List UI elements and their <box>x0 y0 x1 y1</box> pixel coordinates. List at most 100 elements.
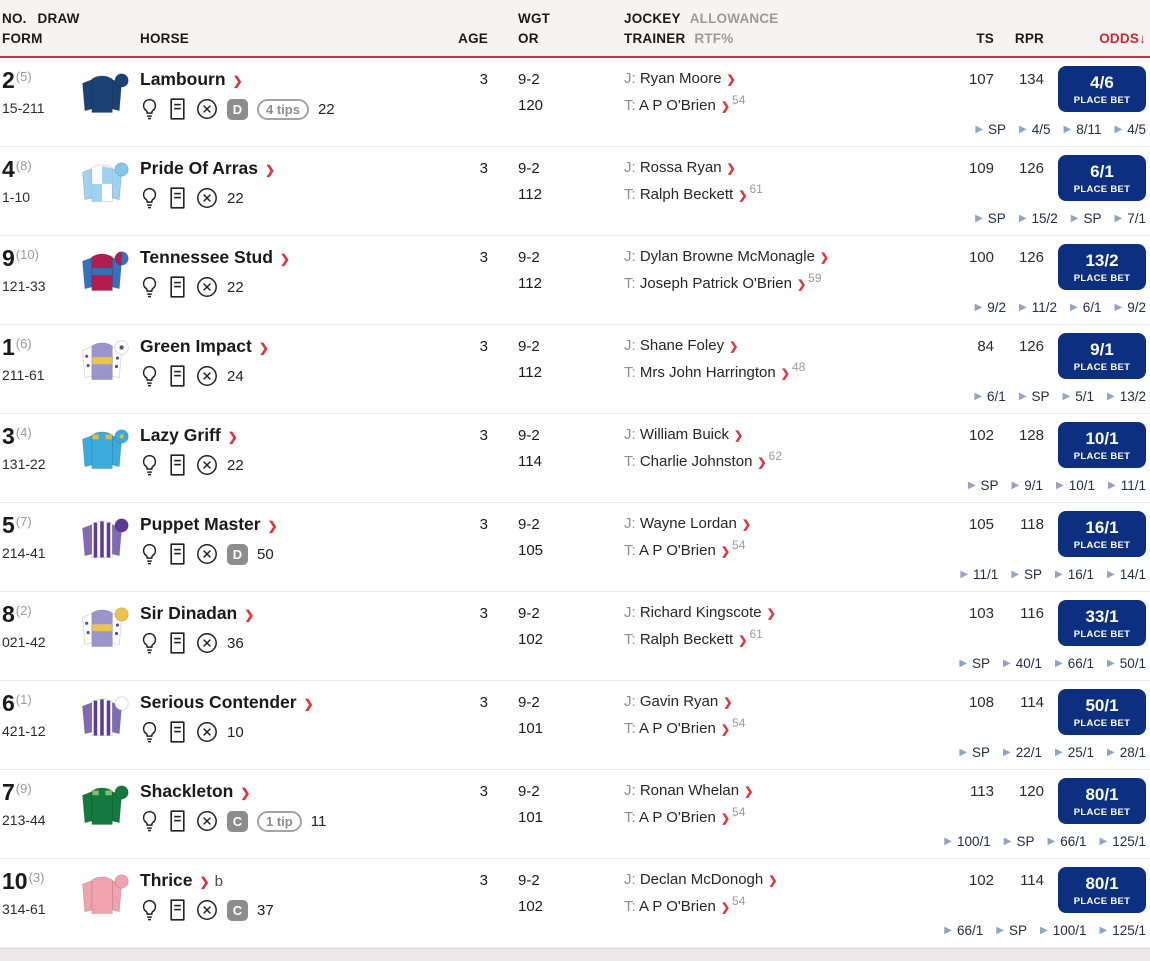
lightbulb-icon[interactable] <box>140 543 159 565</box>
jockey-silk[interactable] <box>76 158 130 211</box>
jockey-silk[interactable] <box>76 514 130 567</box>
weight-value: 9-2 <box>518 605 540 622</box>
notes-icon[interactable] <box>168 454 187 476</box>
trainer-link[interactable]: A P O'Brien <box>639 96 716 114</box>
cross-circle-icon[interactable] <box>196 365 218 387</box>
odds-history: ▶ 9/2 ▶ 11/2 ▶ 6/1 ▶ 9/2 <box>975 300 1146 315</box>
horse-link[interactable]: Thrice ❯ b <box>140 870 436 891</box>
horse-name[interactable]: Thrice <box>140 870 193 890</box>
trainer-link[interactable]: Ralph Beckett <box>639 630 734 648</box>
cross-circle-icon[interactable] <box>196 810 218 832</box>
trainer-link[interactable]: Ralph Beckett <box>639 185 734 203</box>
place-bet-button[interactable]: 9/1 PLACE BET <box>1058 333 1146 379</box>
trainer-link[interactable]: A P O'Brien <box>639 541 716 559</box>
place-bet-button[interactable]: 6/1 PLACE BET <box>1058 155 1146 201</box>
horse-link[interactable]: Puppet Master ❯ <box>140 514 436 535</box>
lightbulb-icon[interactable] <box>140 454 159 476</box>
tips-badge[interactable]: 4 tips <box>257 98 309 120</box>
header-odds-sort[interactable]: ODDS↓ <box>1099 31 1146 46</box>
place-bet-button[interactable]: 80/1 PLACE BET <box>1058 867 1146 913</box>
jockey-silk[interactable] <box>76 247 130 300</box>
horse-link[interactable]: Serious Contender ❯ <box>140 692 436 713</box>
lightbulb-icon[interactable] <box>140 98 159 120</box>
cross-circle-icon[interactable] <box>196 721 218 743</box>
trainer-link[interactable]: A P O'Brien <box>639 719 716 737</box>
notes-icon[interactable] <box>168 899 187 921</box>
jockey-silk[interactable] <box>76 425 130 478</box>
cross-circle-icon[interactable] <box>196 632 218 654</box>
lightbulb-icon[interactable] <box>140 632 159 654</box>
jockey-link[interactable]: Declan McDonogh <box>639 871 764 888</box>
cross-circle-icon[interactable] <box>196 543 218 565</box>
horse-name[interactable]: Sir Dinadan <box>140 603 238 623</box>
runner-number: 10 <box>2 868 28 894</box>
horse-name[interactable]: Serious Contender <box>140 692 297 712</box>
place-bet-button[interactable]: 4/6 PLACE BET <box>1058 66 1146 112</box>
jockey-link[interactable]: William Buick <box>639 426 730 443</box>
lightbulb-icon[interactable] <box>140 899 159 921</box>
jockey-silk[interactable] <box>76 69 130 122</box>
horse-link[interactable]: Green Impact ❯ <box>140 336 436 357</box>
horse-link[interactable]: Lambourn ❯ <box>140 69 436 90</box>
jockey-silk[interactable] <box>76 781 130 834</box>
jockey-link[interactable]: Gavin Ryan <box>639 693 719 710</box>
notes-icon[interactable] <box>168 187 187 209</box>
jockey-silk[interactable] <box>76 603 130 656</box>
horse-link[interactable]: Sir Dinadan ❯ <box>140 603 436 624</box>
lightbulb-icon[interactable] <box>140 276 159 298</box>
horse-name[interactable]: Pride Of Arras <box>140 158 259 178</box>
horse-link[interactable]: Shackleton ❯ <box>140 781 436 802</box>
horse-name[interactable]: Lazy Griff <box>140 425 221 445</box>
trainer-link[interactable]: Mrs John Harrington <box>639 363 776 381</box>
cross-circle-icon[interactable] <box>196 187 218 209</box>
lightbulb-icon[interactable] <box>140 187 159 209</box>
horse-name[interactable]: Puppet Master <box>140 514 261 534</box>
place-bet-button[interactable]: 50/1 PLACE BET <box>1058 689 1146 735</box>
horse-link[interactable]: Tennessee Stud ❯ <box>140 247 436 268</box>
odds-history-item: ▶ 125/1 <box>1100 923 1147 938</box>
horse-name[interactable]: Green Impact <box>140 336 252 356</box>
jockey-link[interactable]: Richard Kingscote <box>639 604 762 621</box>
jockey-silk[interactable] <box>76 870 130 923</box>
odds-cell: 80/1 PLACE BET <box>1052 770 1150 858</box>
lightbulb-icon[interactable] <box>140 721 159 743</box>
place-bet-button[interactable]: 16/1 PLACE BET <box>1058 511 1146 557</box>
jockey-link[interactable]: Shane Foley <box>639 337 725 354</box>
jockey-link[interactable]: Ryan Moore <box>639 70 722 87</box>
notes-icon[interactable] <box>168 98 187 120</box>
jockey-prefix: J: <box>624 782 636 799</box>
cross-circle-icon[interactable] <box>196 98 218 120</box>
place-bet-button[interactable]: 13/2 PLACE BET <box>1058 244 1146 290</box>
lightbulb-icon[interactable] <box>140 810 159 832</box>
notes-icon[interactable] <box>168 543 187 565</box>
horse-link[interactable]: Lazy Griff ❯ <box>140 425 436 446</box>
notes-icon[interactable] <box>168 276 187 298</box>
notes-icon[interactable] <box>168 721 187 743</box>
trainer-link[interactable]: Charlie Johnston <box>639 452 753 470</box>
notes-icon[interactable] <box>168 365 187 387</box>
cross-circle-icon[interactable] <box>196 454 218 476</box>
horse-name[interactable]: Lambourn <box>140 69 226 89</box>
jockey-link[interactable]: Wayne Lordan <box>639 515 737 532</box>
history-odds-value: 28/1 <box>1119 745 1146 760</box>
place-bet-button[interactable]: 80/1 PLACE BET <box>1058 778 1146 824</box>
jockey-link[interactable]: Ronan Whelan <box>639 782 740 799</box>
notes-icon[interactable] <box>168 632 187 654</box>
place-bet-button[interactable]: 33/1 PLACE BET <box>1058 600 1146 646</box>
horse-link[interactable]: Pride Of Arras ❯ <box>140 158 436 179</box>
tips-badge[interactable]: 1 tip <box>257 810 302 832</box>
trainer-link[interactable]: Joseph Patrick O'Brien <box>639 274 792 292</box>
lightbulb-icon[interactable] <box>140 365 159 387</box>
cross-circle-icon[interactable] <box>196 276 218 298</box>
cross-circle-icon[interactable] <box>196 899 218 921</box>
jockey-link[interactable]: Rossa Ryan <box>639 159 722 176</box>
horse-name[interactable]: Shackleton <box>140 781 234 801</box>
trainer-link[interactable]: A P O'Brien <box>639 897 716 915</box>
horse-name[interactable]: Tennessee Stud <box>140 247 273 267</box>
jockey-silk[interactable] <box>76 692 130 745</box>
notes-icon[interactable] <box>168 810 187 832</box>
jockey-link[interactable]: Dylan Browne McMonagle <box>639 248 815 265</box>
jockey-silk[interactable] <box>76 336 130 389</box>
trainer-link[interactable]: A P O'Brien <box>639 808 716 826</box>
place-bet-button[interactable]: 10/1 PLACE BET <box>1058 422 1146 468</box>
